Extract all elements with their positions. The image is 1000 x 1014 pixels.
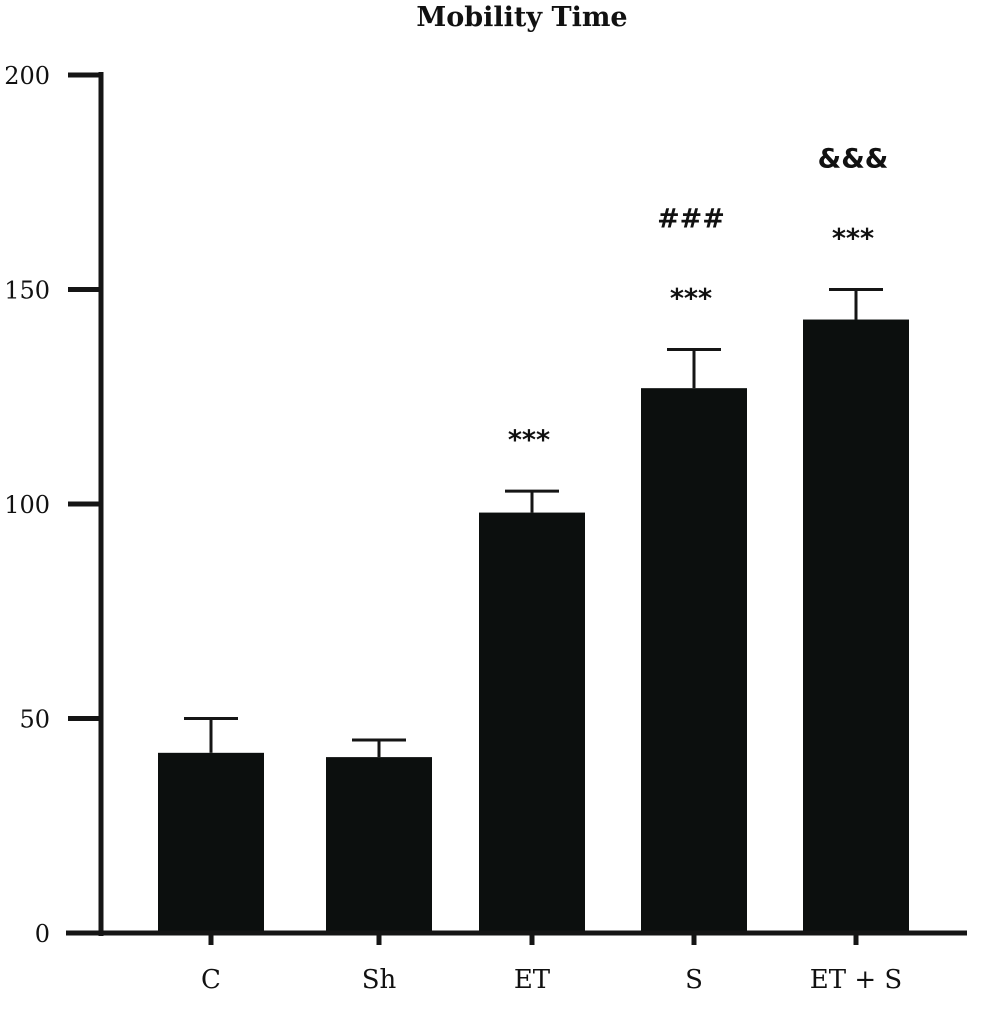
bar-et — [479, 512, 585, 933]
bar-sh — [326, 757, 432, 933]
chart-title: Mobility Time — [416, 2, 627, 33]
bar-et-s — [803, 319, 909, 933]
x-axis-ticks: C Sh ET S ET + S — [201, 933, 902, 995]
y-tick-label: 0 — [35, 920, 50, 948]
y-tick-label: 50 — [19, 706, 50, 734]
x-tick-label: ET — [514, 965, 551, 995]
y-axis-ticks: 0 50 100 150 200 — [4, 62, 101, 948]
error-bars — [184, 288, 883, 758]
significance-marker: &&& — [818, 144, 889, 175]
y-tick-label: 150 — [4, 277, 50, 305]
significance-annotations: *** ### *** &&& *** — [508, 144, 889, 457]
x-tick-label: Sh — [362, 965, 397, 995]
significance-marker: *** — [670, 284, 712, 315]
y-tick-label: 200 — [4, 62, 50, 90]
bars — [158, 319, 909, 933]
significance-marker: *** — [832, 224, 874, 255]
y-tick-label: 100 — [4, 491, 50, 519]
x-tick-label: C — [201, 965, 221, 995]
x-tick-label: ET + S — [810, 965, 902, 995]
x-tick-label: S — [685, 965, 703, 995]
bar-c — [158, 752, 264, 933]
significance-marker: *** — [508, 425, 550, 456]
bar-s — [641, 388, 747, 933]
significance-marker: ### — [657, 204, 725, 235]
